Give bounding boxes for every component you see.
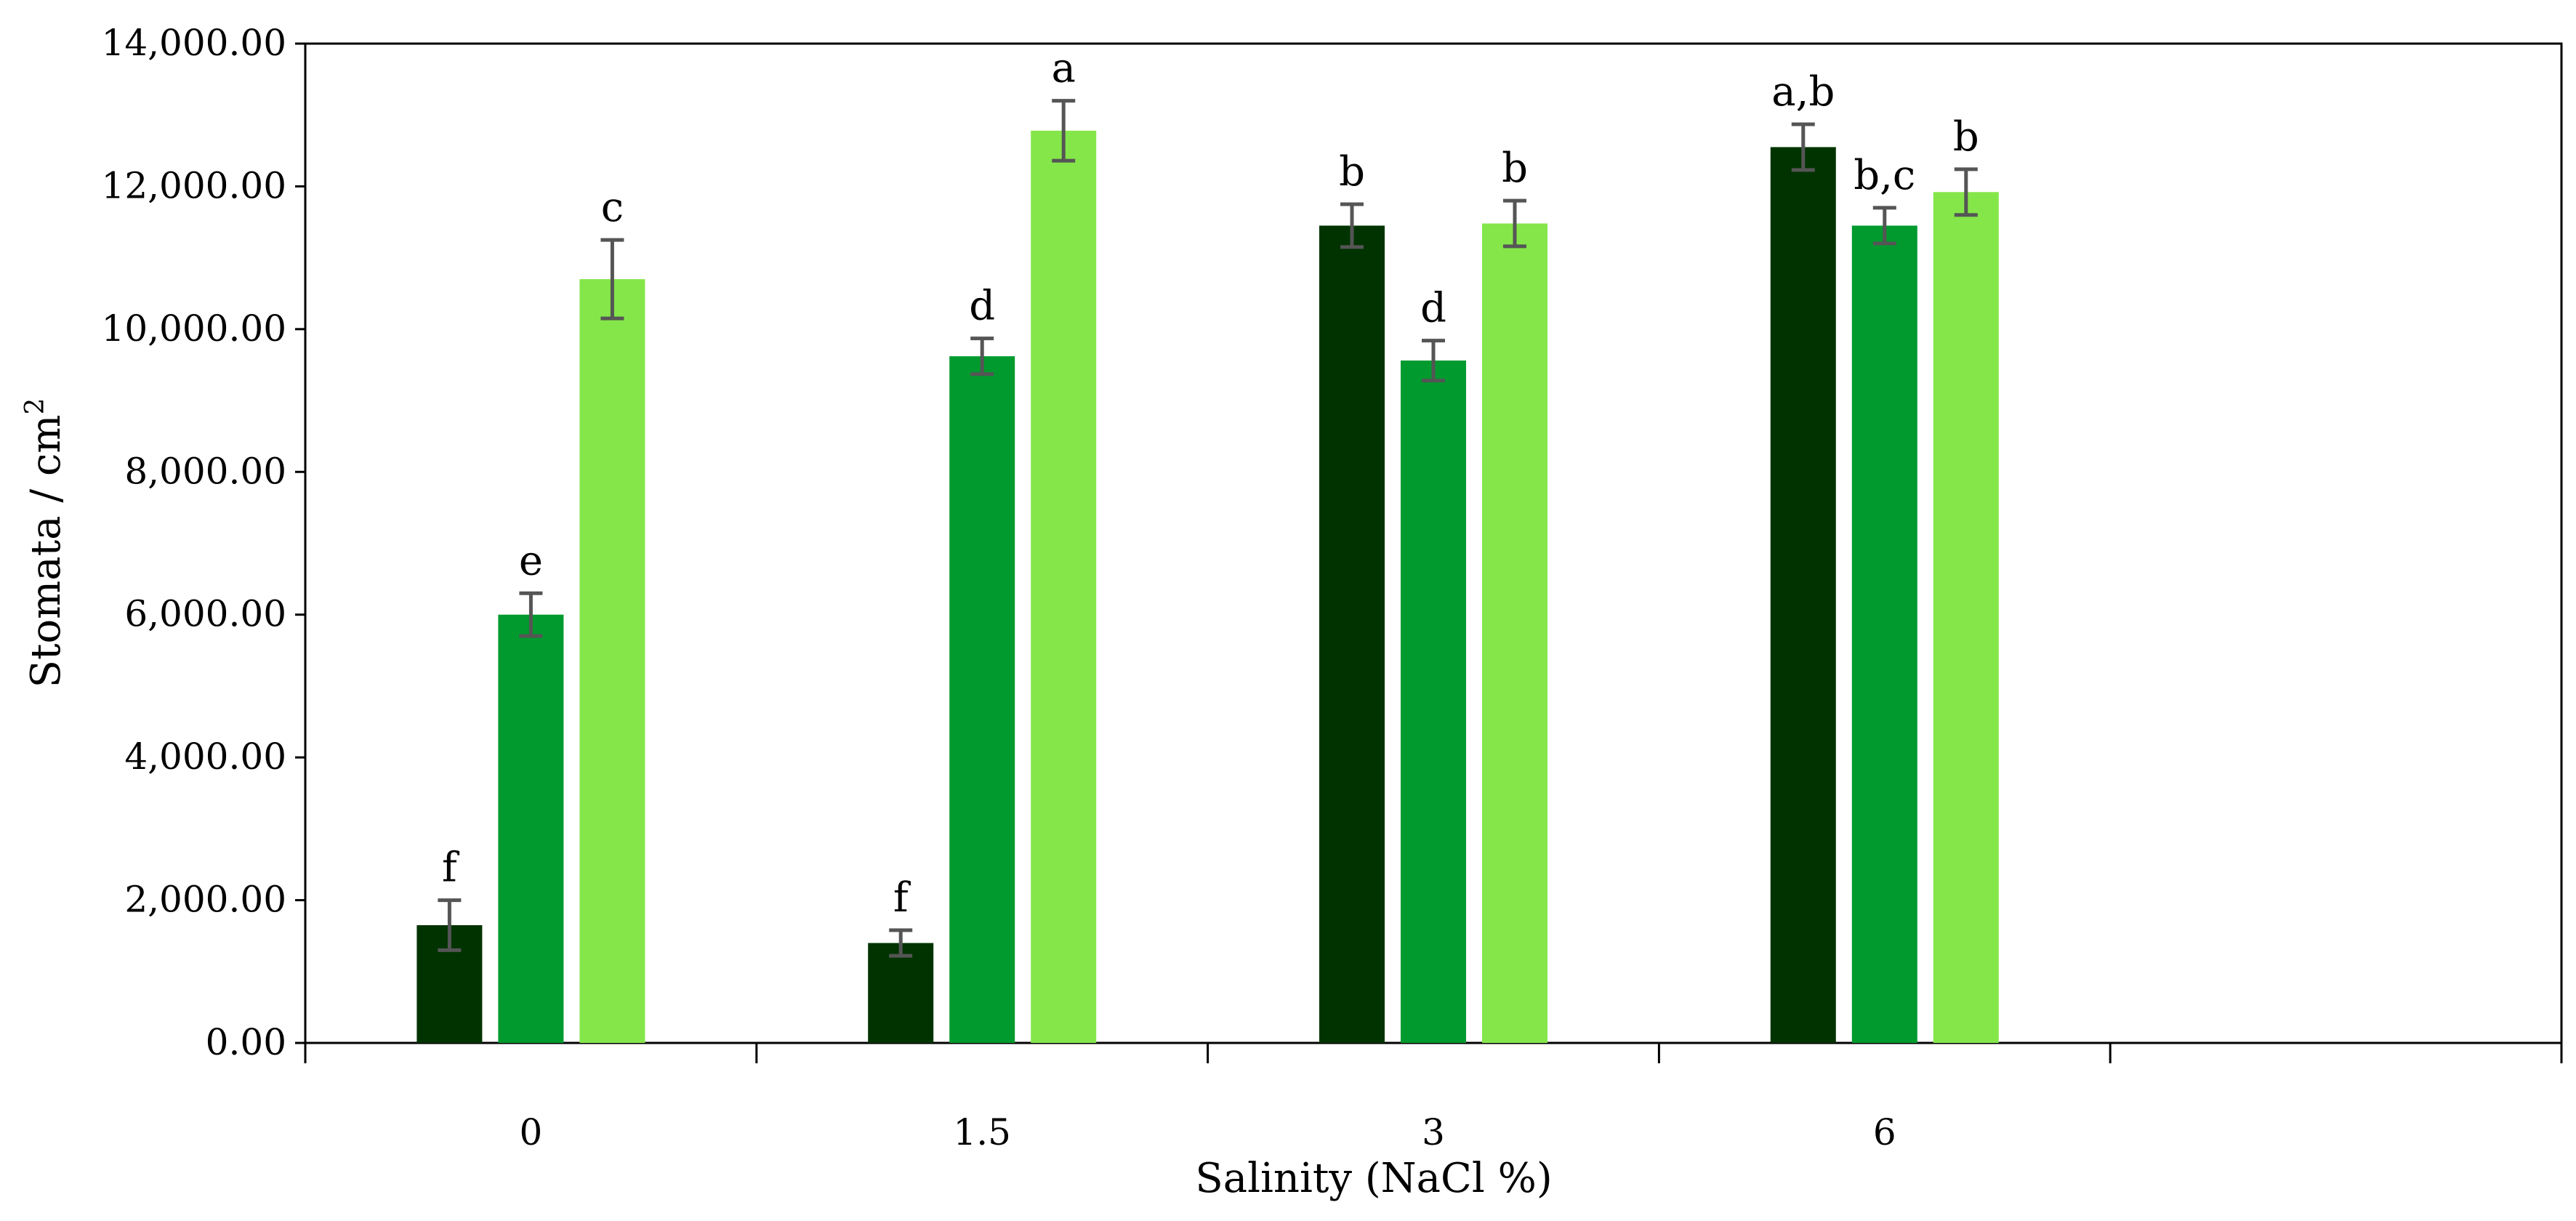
bar bbox=[498, 614, 564, 1043]
y-tick-label: 0.00 bbox=[206, 1021, 286, 1063]
significance-labels-layer: f e c f d a b d b a,b b,c b bbox=[442, 45, 1979, 922]
significance-label: d bbox=[969, 283, 995, 330]
significance-label: c bbox=[601, 184, 624, 231]
y-tick-label: 8,000.00 bbox=[124, 450, 286, 492]
bars-layer bbox=[416, 130, 1999, 1044]
bar bbox=[1482, 223, 1547, 1043]
bar bbox=[1851, 225, 1917, 1044]
y-tick-label: 10,000.00 bbox=[102, 307, 286, 350]
x-tick-label: 1.5 bbox=[953, 1111, 1011, 1153]
y-tick-label: 2,000.00 bbox=[124, 879, 286, 921]
significance-label: f bbox=[442, 845, 460, 892]
significance-label: b,c bbox=[1853, 152, 1915, 199]
significance-label: e bbox=[519, 537, 543, 584]
y-axis-title-text: Stomata / cm bbox=[23, 415, 70, 688]
y-axis-title-superscript: 2 bbox=[20, 398, 50, 415]
bar bbox=[1933, 192, 1999, 1044]
bar bbox=[1401, 360, 1466, 1044]
bar bbox=[1031, 130, 1097, 1044]
bar bbox=[1770, 147, 1836, 1043]
y-axis: 0.00 2,000.00 4,000.00 6,000.00 8,000.00 10,0… bbox=[102, 22, 305, 1063]
significance-label: b bbox=[1502, 145, 1528, 192]
y-tick-label: 14,000.00 bbox=[102, 22, 286, 64]
x-axis-title: Salinity (NaCl %) bbox=[1195, 1155, 1552, 1202]
significance-label: d bbox=[1420, 285, 1446, 332]
x-tick-label: 3 bbox=[1422, 1111, 1445, 1153]
bar bbox=[1319, 225, 1385, 1044]
x-tick-label: 0 bbox=[519, 1111, 542, 1153]
x-axis: 0 1.5 3 6 bbox=[304, 1043, 2563, 1153]
significance-label: b bbox=[1339, 148, 1365, 196]
y-tick-label: 12,000.00 bbox=[102, 164, 286, 206]
y-axis-title: Stomata / cm2 bbox=[20, 398, 70, 688]
error-bars-layer bbox=[438, 99, 1978, 958]
significance-label: f bbox=[893, 874, 911, 922]
significance-label: a bbox=[1052, 45, 1076, 92]
bar bbox=[579, 279, 645, 1043]
bar bbox=[868, 943, 934, 1043]
significance-label: a,b bbox=[1771, 68, 1835, 116]
significance-label: b bbox=[1953, 113, 1979, 161]
y-tick-label: 6,000.00 bbox=[124, 593, 286, 635]
y-tick-label: 4,000.00 bbox=[124, 736, 286, 778]
bar bbox=[949, 356, 1015, 1043]
x-tick-label: 6 bbox=[1873, 1111, 1896, 1153]
